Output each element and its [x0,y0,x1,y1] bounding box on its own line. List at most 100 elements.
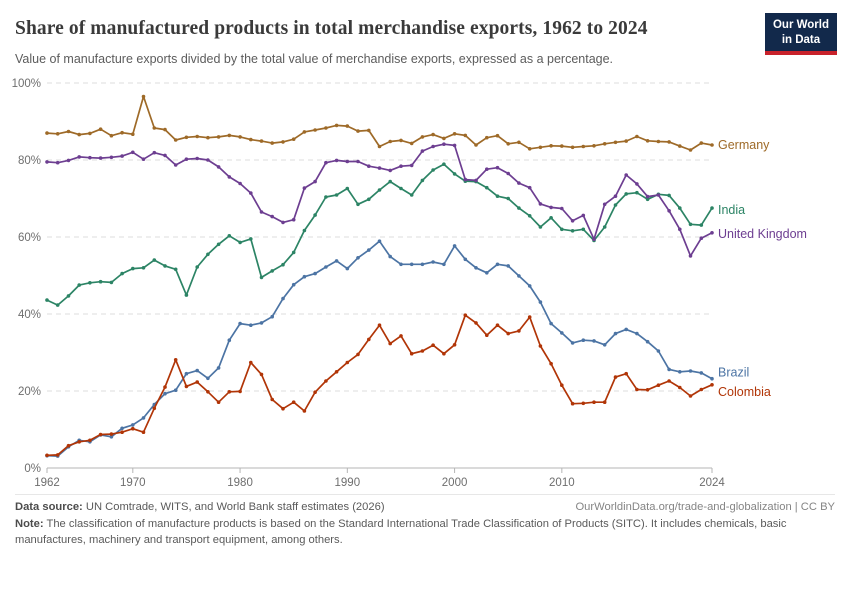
series-india-point [388,179,393,184]
series-brazil-point [581,338,586,342]
series-brazil-point [291,282,296,287]
series-colombia-point [270,397,275,402]
series-brazil-point [570,340,575,345]
x-tick-label: 2010 [549,477,575,489]
series-india-point [442,162,446,166]
series-germany-point [238,134,242,139]
series-brazil-point [206,376,210,380]
series-brazil-point [367,248,371,252]
series-brazil-point [560,330,564,335]
series-united-kingdom-point [291,217,296,222]
series-germany-point [592,143,596,148]
series-colombia-point [667,379,671,383]
series-india-point [152,258,157,262]
series-colombia-point [420,349,425,353]
series-brazil-point [452,243,457,248]
series-colombia-point [141,430,146,434]
series-brazil-point [131,422,135,427]
series-germany-point [678,144,682,148]
series-india-point [345,186,350,191]
series-colombia-point [527,315,532,319]
series-colombia-point [538,344,543,348]
series-india-point [485,185,489,190]
series-india-point [249,236,253,241]
series-united-kingdom-point [195,156,199,161]
series-india-label[interactable]: India [718,203,745,217]
series-germany-point [291,137,296,141]
series-brazil-point [109,434,114,439]
series-india-point [581,227,586,231]
series-india-point [549,215,553,220]
series-india-point [206,252,210,256]
series-brazil-point [356,255,360,260]
series-colombia-point [645,387,650,392]
series-germany-point [710,143,714,147]
y-tick-label: 40% [18,309,41,321]
owid-url-link[interactable]: OurWorldinData.org/trade-and-globalizati… [575,500,792,513]
series-brazil-point [377,239,382,243]
series-india-point [55,303,60,307]
series-brazil-label[interactable]: Brazil [718,366,749,380]
series-india-point [506,196,511,201]
series-united-kingdom-point [624,173,628,177]
series-germany-label[interactable]: Germany [718,138,770,152]
series-colombia-point [259,372,264,377]
series-brazil-point [259,320,264,325]
y-tick-label: 20% [18,386,41,398]
series-germany-point [474,143,478,147]
series-india-point [356,202,360,206]
series-germany-point [227,133,232,138]
series-brazil-point [485,270,489,275]
series-brazil-point [667,367,671,372]
series-united-kingdom-point [452,143,457,148]
owid-logo[interactable]: Our World in Data [764,13,837,56]
series-germany-point [645,138,650,143]
series-colombia-point [388,341,393,346]
series-colombia-point [109,432,114,436]
series-colombia-point [560,383,564,387]
series-germany-point [656,139,661,144]
series-united-kingdom-point [77,154,81,159]
series-colombia-point [463,313,468,317]
series-united-kingdom-point [495,165,500,170]
series-united-kingdom-point [216,164,221,169]
series-united-kingdom-point [645,194,650,199]
series-united-kingdom-point [667,208,671,213]
x-tick-label: 1970 [120,477,146,489]
series-india-point [602,225,607,229]
series-india-point [409,193,414,197]
series-india-point [45,298,49,302]
series-united-kingdom-point [281,220,285,225]
series-united-kingdom-point [538,201,543,206]
note-label: Note: [15,517,44,530]
series-united-kingdom-point [485,167,489,171]
series-india-point [527,213,532,218]
series-united-kingdom-point [356,159,360,164]
series-colombia-point [216,400,221,404]
series-brazil-point [313,271,317,276]
series-united-kingdom-point [302,186,307,190]
series-united-kingdom-point [313,179,317,184]
series-united-kingdom: United Kingdom [45,142,807,258]
series-united-kingdom-point [442,142,446,146]
series-colombia-point [613,375,618,379]
series-united-kingdom-point [431,144,435,149]
series-brazil-point [334,258,339,263]
series-colombia-point [206,389,210,394]
series-germany-line [46,95,713,151]
series-united-kingdom-point [131,150,135,154]
series-brazil-point [409,262,414,266]
series-india-point [495,194,500,198]
series-united-kingdom-label[interactable]: United Kingdom [718,227,807,241]
series-germany-point [77,132,81,137]
series-germany-point [613,140,618,144]
series-india-point [98,279,103,284]
data-source-text: UN Comtrade, WITS, and World Bank staff … [82,500,385,513]
series-india-point [302,228,307,233]
attribution-separator: | [794,500,798,513]
series-united-kingdom-point [388,168,393,173]
series-germany-point [184,135,189,139]
series-colombia-label[interactable]: Colombia [718,385,771,399]
series-colombia-point [581,401,586,405]
